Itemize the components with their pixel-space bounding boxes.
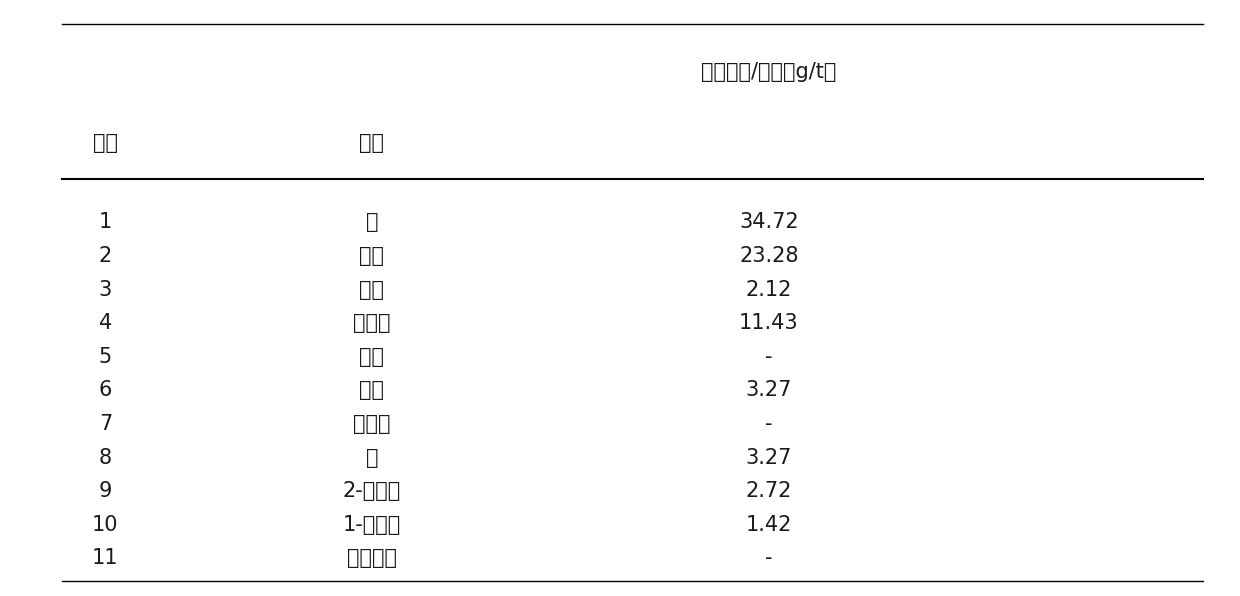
Text: 7: 7 [99,414,112,434]
Text: 5: 5 [99,347,112,367]
Text: 名称: 名称 [360,133,384,153]
Text: 1-甲基萸: 1-甲基萸 [343,515,401,535]
Text: 1: 1 [99,212,112,232]
Text: 23.28: 23.28 [739,246,799,266]
Text: 苯: 苯 [366,212,378,232]
Text: 9: 9 [99,481,112,501]
Text: 2.72: 2.72 [745,481,792,501]
Text: 10: 10 [92,515,119,535]
Text: 排放因子/铸件（g/t）: 排放因子/铸件（g/t） [701,61,837,82]
Text: 二甲基萸: 二甲基萸 [347,548,397,569]
Text: 6: 6 [99,380,112,401]
Text: 34.72: 34.72 [739,212,799,232]
Text: 甲苯: 甲苯 [360,246,384,266]
Text: 2: 2 [99,246,112,266]
Text: 乙苯: 乙苯 [360,280,384,300]
Text: -: - [765,347,773,367]
Text: 4: 4 [99,313,112,333]
Text: 3.27: 3.27 [745,380,792,401]
Text: 2-甲基萸: 2-甲基萸 [343,481,401,501]
Text: 1.42: 1.42 [745,515,792,535]
Text: 8: 8 [99,448,112,468]
Text: -: - [765,414,773,434]
Text: 二甲苯: 二甲苯 [353,313,391,333]
Text: 苯酚: 苯酚 [360,380,384,401]
Text: 萸: 萸 [366,448,378,468]
Text: 苯胺: 苯胺 [360,347,384,367]
Text: 3: 3 [99,280,112,300]
Text: 2.12: 2.12 [745,280,792,300]
Text: -: - [765,548,773,569]
Text: 11: 11 [92,548,119,569]
Text: 3.27: 3.27 [745,448,792,468]
Text: 甲苯酚: 甲苯酚 [353,414,391,434]
Text: 序号: 序号 [93,133,118,153]
Text: 11.43: 11.43 [739,313,799,333]
